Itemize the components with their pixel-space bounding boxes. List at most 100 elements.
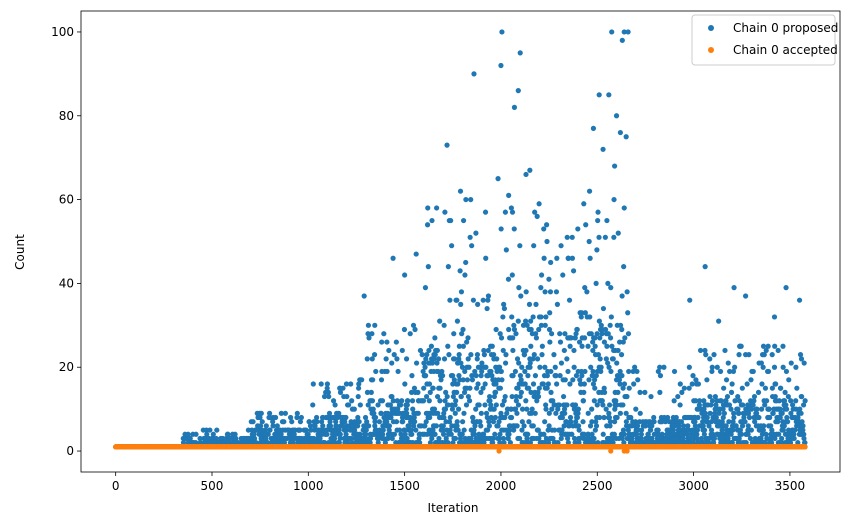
data-point-proposed [465,356,471,362]
data-point-proposed [648,427,654,433]
data-point-proposed [582,310,588,316]
data-point-proposed [614,414,620,421]
data-point-proposed [735,406,741,412]
data-point-proposed [462,368,468,375]
data-point-proposed [712,410,718,416]
data-point-proposed [515,88,521,94]
data-point-proposed [355,414,361,421]
data-point-proposed [719,419,725,425]
data-point-proposed [741,414,747,421]
data-point-proposed [443,435,449,442]
data-point-proposed [717,368,724,375]
data-point-proposed [291,431,297,437]
data-point-proposed [723,398,729,404]
data-point-proposed [497,385,503,391]
data-point-proposed [442,398,448,404]
data-point-proposed [542,322,548,328]
data-point-proposed [363,431,369,437]
data-point-proposed [402,272,408,278]
data-point-proposed [607,419,613,425]
data-point-proposed [762,440,768,446]
data-point-proposed [474,352,481,358]
data-point-proposed [326,393,332,400]
data-point-proposed [435,356,442,362]
data-point-proposed [772,393,778,400]
data-point-proposed [520,322,527,328]
data-point-proposed [433,423,440,429]
data-point-proposed [466,364,472,370]
data-point-proposed [446,352,452,358]
data-point-proposed [671,368,678,375]
data-point-proposed [390,255,396,261]
data-point-proposed [579,373,585,379]
data-point-proposed [623,419,629,425]
data-point-proposed [758,360,765,366]
data-point-proposed [503,427,509,433]
data-point-proposed [375,402,381,408]
data-point-proposed [590,347,596,354]
data-point-proposed [428,431,434,437]
data-point-proposed [483,255,489,261]
data-point-proposed [530,356,536,362]
data-point-proposed [367,435,374,442]
data-point-proposed [759,406,765,412]
data-point-proposed [385,410,391,416]
data-point-proposed [611,234,617,240]
data-point-proposed [614,360,620,366]
data-point-proposed [506,326,512,333]
data-point-proposed [391,431,398,437]
data-point-proposed [497,331,503,337]
data-point-proposed [373,368,379,375]
data-point-proposed [689,381,695,387]
data-point-proposed [331,435,338,442]
data-point-proposed [686,364,692,370]
data-point-proposed [586,188,593,194]
data-point-proposed [784,406,790,412]
data-point-proposed [362,414,369,421]
data-point-proposed [642,389,648,395]
data-point-proposed [475,301,481,307]
data-point-proposed [460,326,466,333]
data-point-proposed [600,402,606,408]
data-point-proposed [707,410,713,416]
data-point-proposed [612,163,618,169]
data-point-proposed [731,414,737,421]
data-point-proposed [389,435,395,442]
data-point-proposed [783,285,789,291]
data-point-proposed [308,427,314,433]
data-point-proposed [706,423,712,429]
data-point-proposed [717,431,723,437]
data-point-proposed [498,410,504,416]
data-point-proposed [402,427,408,433]
data-point-proposed [383,356,389,362]
data-point-proposed [431,356,437,362]
data-point-proposed [324,427,330,433]
data-point-proposed [522,368,528,375]
data-point-proposed [388,414,394,421]
data-point-proposed [760,364,766,370]
data-point-proposed [425,205,431,211]
data-point-proposed [398,431,404,437]
data-point-proposed [631,381,637,387]
data-point-proposed [777,414,783,421]
data-point-proposed [287,414,294,421]
data-point-proposed [729,440,735,446]
data-point-proposed [477,419,483,425]
data-point-proposed [469,373,475,379]
data-point-proposed [707,393,713,400]
data-point-proposed [727,368,733,375]
data-point-proposed [421,385,427,391]
data-point-proposed [608,368,614,375]
data-point-proposed [796,297,803,303]
data-point-proposed [443,389,449,395]
data-point-proposed [748,427,754,433]
data-point-proposed [337,431,343,437]
data-point-proposed [604,217,610,224]
data-point-proposed [349,440,355,446]
data-point-proposed [264,440,271,446]
data-point-proposed [724,393,731,400]
data-point-proposed [551,427,558,433]
data-point-proposed [517,50,523,56]
data-point-proposed [593,280,599,287]
data-point-proposed [595,352,602,358]
